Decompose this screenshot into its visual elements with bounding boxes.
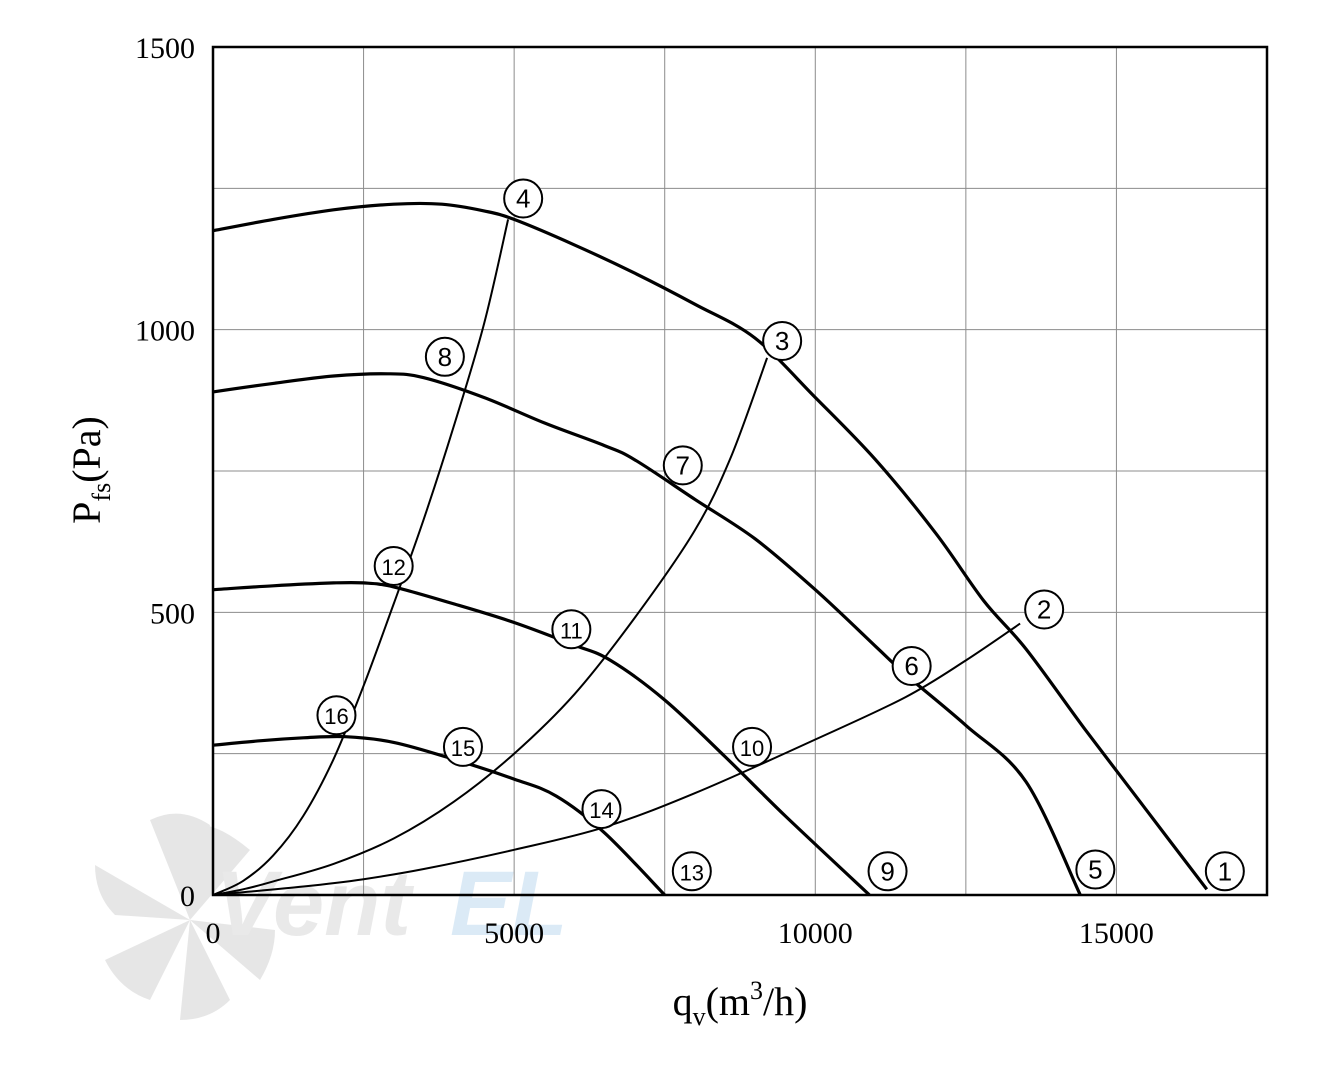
x-axis-label-tail: /h) <box>763 979 807 1024</box>
label-circle <box>671 851 712 892</box>
fan-blade-logo-icon <box>95 813 275 1020</box>
label-circle <box>373 545 414 586</box>
curve-number-label: 14 <box>581 789 622 830</box>
fan-curve-2 <box>212 372 1082 896</box>
label-circle <box>891 646 932 687</box>
curve-number-label: 2 <box>1024 589 1065 630</box>
label-number: 3 <box>775 326 789 356</box>
y-axis-label-rest: (Pa) <box>64 416 109 483</box>
x-tick-label: 10000 <box>778 917 853 950</box>
x-axis-label: qv(m3/h) <box>673 976 808 1031</box>
label-number: 2 <box>1037 595 1051 625</box>
watermark-text: Vent <box>215 853 414 955</box>
label-circle <box>316 695 357 736</box>
label-number: 8 <box>438 342 452 372</box>
y-axis-label-sub: fs <box>87 483 116 502</box>
y-tick-label: 0 <box>180 880 195 913</box>
system-curve-2 <box>212 357 769 896</box>
y-tick-label: 1000 <box>135 315 195 348</box>
label-circle <box>732 726 773 767</box>
label-number: 15 <box>451 736 475 761</box>
x-axis-label-rest: (m <box>706 979 750 1024</box>
x-axis-label-sup: 3 <box>750 976 763 1005</box>
plot-border <box>211 45 1269 897</box>
label-number: 14 <box>589 798 613 823</box>
curve-number-label: 7 <box>662 445 703 486</box>
curve-number-label: 8 <box>424 336 465 377</box>
label-circle <box>662 445 703 486</box>
curve-number-label: 6 <box>891 646 932 687</box>
curve-number-label: 11 <box>551 609 592 650</box>
label-circle <box>442 726 483 767</box>
label-circle <box>1204 851 1245 892</box>
y-tick-label: 500 <box>150 597 195 630</box>
label-circle <box>1075 849 1116 890</box>
label-number: 16 <box>324 704 348 729</box>
system-curve-3 <box>212 219 510 896</box>
curves <box>212 201 1209 897</box>
x-tick-label: 5000 <box>484 917 544 950</box>
x-tick-label: 0 <box>206 917 221 950</box>
label-number: 9 <box>880 856 894 886</box>
fan-curve-3 <box>212 580 871 897</box>
x-axis-label-main: q <box>673 979 693 1024</box>
axis-ticks: 0 5000 10000 15000 0 500 1000 1500 <box>135 32 1154 950</box>
label-circle <box>867 851 908 892</box>
label-number: 6 <box>904 651 918 681</box>
ventel-watermark-logo: Vent EL <box>95 813 568 1020</box>
curve-number-label: 10 <box>732 726 773 767</box>
curve-number-label: 3 <box>762 320 803 361</box>
x-axis-label-sub: v <box>693 1002 706 1031</box>
label-circle <box>762 320 803 361</box>
fan-curve-1 <box>212 201 1209 891</box>
curve-number-label: 1 <box>1204 851 1245 892</box>
curve-number-label: 9 <box>867 851 908 892</box>
y-axis-label: Pfs(Pa) <box>64 416 116 524</box>
label-circle <box>503 178 544 219</box>
label-number: 1 <box>1218 856 1232 886</box>
curve-number-label: 4 <box>503 178 544 219</box>
y-axis-label-main: P <box>64 502 109 524</box>
system-curve-1 <box>212 622 1021 896</box>
label-number: 5 <box>1088 855 1102 885</box>
grid-lines <box>213 47 1267 895</box>
label-number: 13 <box>680 860 704 885</box>
x-tick-label: 15000 <box>1079 917 1154 950</box>
curve-number-label: 16 <box>316 695 357 736</box>
label-number: 10 <box>740 736 764 761</box>
curve-number-label: 13 <box>671 851 712 892</box>
y-tick-label: 1500 <box>135 32 195 65</box>
plot-frame <box>211 45 1269 897</box>
curve-number-label: 15 <box>442 726 483 767</box>
label-circle <box>1024 589 1065 630</box>
curve-number-label: 5 <box>1075 849 1116 890</box>
label-circle <box>424 336 465 377</box>
label-number: 4 <box>516 184 530 214</box>
label-circle <box>551 609 592 650</box>
label-number: 12 <box>381 555 405 580</box>
label-number: 7 <box>676 450 690 480</box>
label-circle <box>581 789 622 830</box>
curve-number-label: 12 <box>373 545 414 586</box>
label-number: 11 <box>560 618 583 643</box>
watermark-text-accent: EL <box>450 853 568 955</box>
